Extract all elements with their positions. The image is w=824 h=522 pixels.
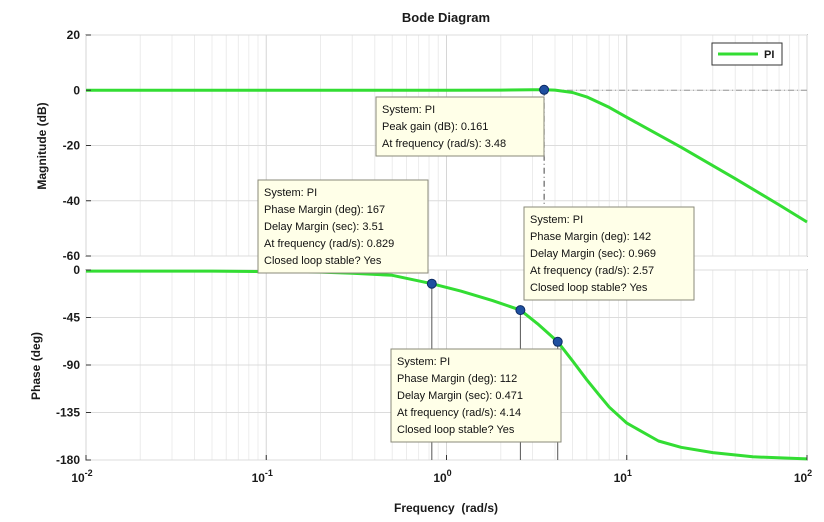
legend: PI [711,42,783,66]
datatip-line: Delay Margin (sec): 0.471 [397,390,523,402]
phase-margin-marker [515,305,526,316]
datatip-markers [426,84,563,347]
datatip-line: Phase Margin (deg): 112 [397,373,517,385]
datatip-line: System: PI [264,187,317,199]
magnitude-y-tick-label: 0 [73,83,80,97]
datatip-line: System: PI [397,356,450,368]
datatip-box [390,348,562,443]
phase-y-tick-label: -135 [56,406,80,420]
x-tick-label: 101 [614,468,632,485]
x-tick-label: 10-1 [252,468,273,485]
datatip-line: System: PI [530,214,583,226]
phase-y-ticks: 0 -45 -90 -135 -180 [56,263,91,467]
phase-margin-marker [426,278,437,289]
magnitude-y-axis-label: Magnitude (dB) [35,102,49,189]
datatip-box [257,179,429,274]
frequency-x-ticks: 10-2 10-1 100 101 102 [71,455,812,485]
magnitude-y-tick-label: -40 [63,194,81,208]
magnitude-y-tick-label: 20 [67,28,81,42]
phase-y-tick-label: -180 [56,453,80,467]
datatip[interactable]: System: PI Phase Margin (deg): 112 Delay M… [390,348,562,443]
phase-y-axis-label: Phase (deg) [29,332,43,400]
datatip-line: Peak gain (dB): 0.161 [382,121,488,133]
magnitude-y-tick-label: -20 [63,139,81,153]
datatip-line: At frequency (rad/s): 2.57 [530,265,654,277]
magnitude-series-pi [86,88,808,224]
datatip-line: Delay Margin (sec): 3.51 [264,221,384,233]
datatip[interactable]: System: PI Peak gain (dB): 0.161 At freque… [375,96,545,157]
datatip-line: Closed loop stable? Yes [397,424,515,436]
phase-margin-marker [552,336,563,347]
datatips: System: PI Peak gain (dB): 0.161 At freque… [257,96,695,443]
datatip[interactable]: System: PI Phase Margin (deg): 142 Delay M… [523,206,695,301]
legend-entry-pi: PI [764,49,774,61]
datatip-box [375,96,545,157]
chart-title: Bode Diagram [402,10,490,25]
frequency-x-axis-label: Frequency (rad/s) [394,501,498,515]
x-tick-label: 100 [433,468,451,485]
datatip[interactable]: System: PI Phase Margin (deg): 167 Delay M… [257,179,429,274]
datatip-line: At frequency (rad/s): 3.48 [382,138,506,150]
phase-y-tick-label: -90 [63,358,81,372]
datatip-line: Closed loop stable? Yes [264,255,382,267]
datatip-line: At frequency (rad/s): 0.829 [264,238,394,250]
datatip-line: Phase Margin (deg): 167 [264,204,385,216]
x-tick-label: 10-2 [71,468,92,485]
x-tick-label: 102 [794,468,812,485]
phase-y-tick-label: -45 [63,311,81,325]
datatip-line: Phase Margin (deg): 142 [530,231,651,243]
magnitude-y-ticks: 20 0 -20 -40 -60 [63,28,91,263]
magnitude-series [86,88,808,224]
datatip-line: Closed loop stable? Yes [530,282,648,294]
datatip-line: At frequency (rad/s): 4.14 [397,407,521,419]
datatip-line: Delay Margin (sec): 0.969 [530,248,656,260]
datatip-line: System: PI [382,104,435,116]
phase-y-tick-label: 0 [73,263,80,277]
peak-gain-marker [539,84,550,95]
datatip-box [523,206,695,301]
magnitude-y-tick-label: -60 [63,249,81,263]
